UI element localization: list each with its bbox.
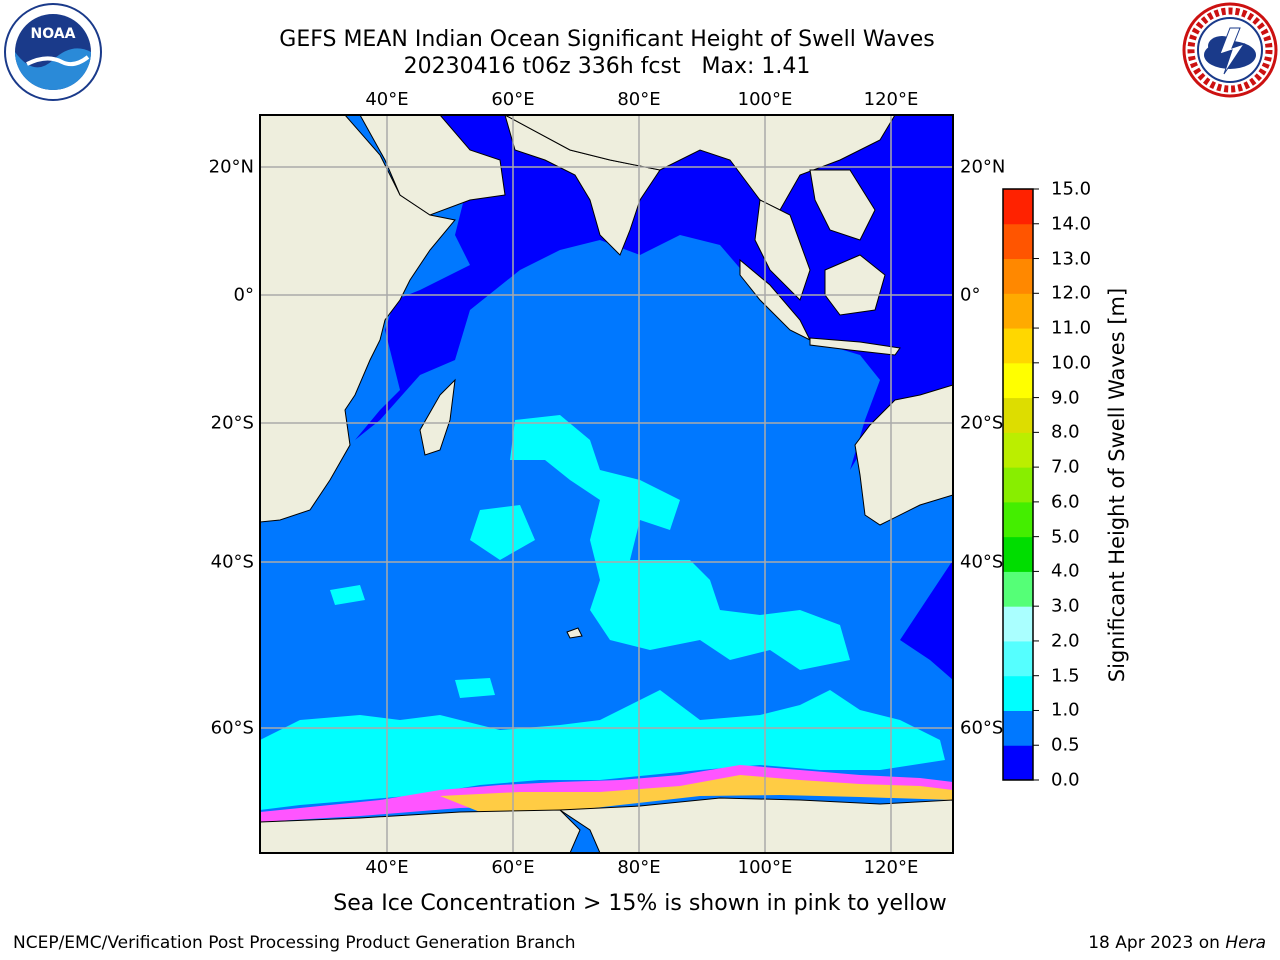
map-layers: [260, 115, 953, 853]
colorbar-segment: [1003, 710, 1033, 746]
ocean-swell-0-0.5-north: [355, 115, 953, 470]
lon-label-top: 120°E: [863, 89, 919, 110]
colorbar-segment: [1003, 640, 1033, 677]
colorbar-tick-label: 4.0: [1051, 560, 1080, 582]
land-australia: [854, 384, 953, 526]
colorbar-tick-label: 5.0: [1051, 526, 1080, 548]
noaa-logo-text: NOAA: [31, 26, 76, 42]
lat-label-right: 20°S: [960, 412, 1004, 434]
land-sumatra: [739, 258, 812, 342]
colorbar-tick-label: 9.0: [1051, 387, 1080, 409]
lat-label-left: 20°N: [208, 156, 254, 178]
colorbar-segment: [1003, 223, 1033, 260]
ocean-swell-1.0-1.5-patch: [510, 415, 850, 670]
colorbar-segment: [1003, 362, 1033, 399]
ocean-swell-1.0-1.5-patch: [260, 690, 945, 810]
nws-logo: [1182, 2, 1278, 98]
chart-title: GEFS MEAN Indian Ocean Significant Heigh…: [279, 27, 935, 52]
lon-label-top: 100°E: [737, 89, 793, 110]
land-arabia: [359, 115, 506, 216]
lon-label-bottom: 40°E: [365, 857, 409, 878]
lat-label-left: 40°S: [210, 551, 254, 573]
lat-label-right: 20°N: [960, 156, 1006, 178]
footer-host: Hera: [1225, 933, 1266, 953]
lat-label-right: 60°S: [960, 717, 1004, 739]
land-java: [809, 337, 901, 356]
lat-label-left: 60°S: [210, 717, 254, 739]
chart-subtitle: 20230416 t06z 336h fcst Max: 1.41: [403, 54, 811, 79]
colorbar-segment: [1003, 293, 1033, 329]
lat-label-right: 0°: [960, 284, 981, 306]
colorbar-tick-label: 15.0: [1051, 178, 1092, 200]
land-madagascar: [419, 378, 456, 456]
colorbar-segment: [1003, 258, 1033, 294]
colorbar-segment: [1003, 432, 1033, 468]
colorbar-tick-label: 1.5: [1051, 665, 1080, 687]
land-antarctica-west: [260, 809, 581, 853]
lon-label-bottom: 120°E: [863, 857, 919, 878]
ocean-swell-0-0.5-sw-australia: [900, 560, 953, 680]
map-frame: [259, 114, 954, 854]
lat-label-left: 0°: [233, 284, 254, 306]
colorbar-segment: [1003, 745, 1033, 781]
colorbar-tick-label: 13.0: [1051, 248, 1092, 270]
land-indochina: [754, 199, 811, 301]
land-antarctica-east: [558, 797, 953, 853]
colorbar-title: Significant Height of Swell Waves [m]: [1105, 287, 1129, 683]
lat-label-left: 20°S: [210, 412, 254, 434]
colorbar-tick-label: 11.0: [1051, 317, 1092, 339]
footer-credit: NCEP/EMC/Verification Post Processing Pr…: [13, 933, 576, 953]
colorbar-tick-label: 2.0: [1051, 630, 1080, 652]
ocean-swell-1.0-1.5-patch: [470, 505, 535, 560]
colorbar-segment: [1003, 189, 1033, 225]
colorbar-tick-label: 6.0: [1051, 491, 1080, 513]
lon-label-bottom: 80°E: [617, 857, 661, 878]
colorbar-tick-label: 8.0: [1051, 421, 1080, 443]
lon-label-bottom: 100°E: [737, 857, 793, 878]
colorbar-tick-label: 14.0: [1051, 213, 1092, 235]
land-indochina-east: [809, 169, 876, 241]
lon-label-bottom: 60°E: [491, 857, 535, 878]
lat-label-right: 40°S: [960, 551, 1004, 573]
colorbar-tick-label: 0.5: [1051, 734, 1080, 756]
colorbar-segment: [1003, 328, 1033, 364]
colorbar-tick-label: 1.0: [1051, 699, 1080, 721]
colorbar-frame: [1002, 188, 1034, 781]
colorbar-tick-label: 3.0: [1051, 595, 1080, 617]
colorbar-segment: [1003, 467, 1033, 503]
colorbar-segment: [1003, 571, 1033, 607]
colorbar-segment: [1003, 501, 1033, 538]
footer-date-text: 18 Apr 2023 on: [1088, 933, 1226, 953]
colorbar-segment: [1003, 675, 1033, 711]
colorbar-tick-label: 0.0: [1051, 769, 1080, 791]
colorbar-segment: [1003, 536, 1033, 572]
land-kerguelen: [566, 627, 583, 639]
lon-label-top: 60°E: [491, 89, 535, 110]
footer-date: 18 Apr 2023 on Hera: [1088, 933, 1266, 953]
colorbar-tick-label: 7.0: [1051, 456, 1080, 478]
lon-label-top: 80°E: [617, 89, 661, 110]
ocean-swell-1.0-1.5-patch: [330, 585, 365, 605]
sea-ice-yellow-band: [440, 775, 953, 812]
ocean-swell-1.0-1.5-patch: [455, 678, 495, 698]
colorbar-segment: [1003, 606, 1033, 642]
noaa-logo: NOAA: [4, 3, 102, 101]
colorbar-tick-label: 12.0: [1051, 282, 1092, 304]
colorbar-tick-label: 10.0: [1051, 352, 1092, 374]
lon-label-top: 40°E: [365, 89, 409, 110]
sea-ice-note: Sea Ice Concentration > 15% is shown in …: [333, 891, 947, 916]
colorbar-segment: [1003, 397, 1033, 433]
